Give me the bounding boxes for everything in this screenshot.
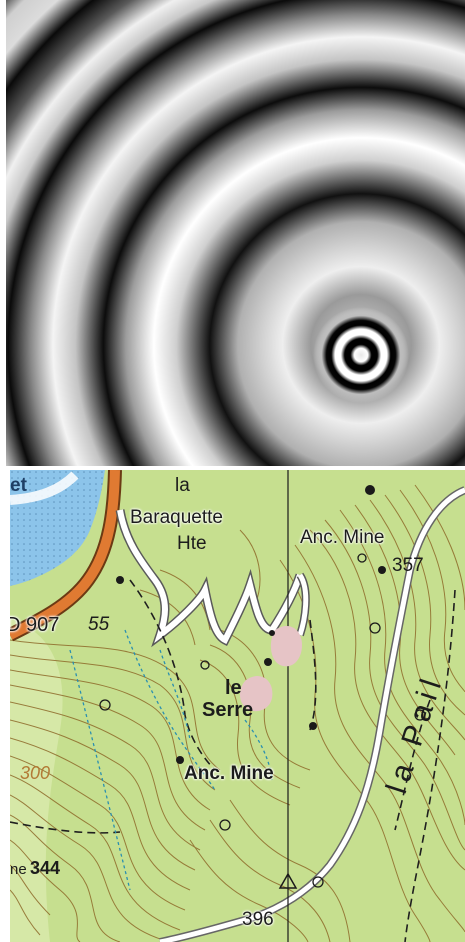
map-dots <box>116 485 386 764</box>
streams <box>69 629 273 891</box>
topographic-map-image: la Baraquette Hte Anc. Mine 357 et D 907… <box>10 470 465 942</box>
map-graphic <box>10 470 465 942</box>
label-contour-300: 300 <box>20 763 51 783</box>
interference-rings-image <box>6 0 465 466</box>
rock-outcrop <box>270 625 302 667</box>
label-hte: Hte <box>177 533 207 554</box>
outer-rings <box>6 0 465 466</box>
label-road-d907: D 907 <box>10 614 60 636</box>
label-road-55: 55 <box>88 614 110 635</box>
serre-rock <box>240 676 273 712</box>
rings-graphic <box>6 0 465 466</box>
road-d907 <box>10 470 120 640</box>
right-road <box>159 487 465 942</box>
inner-ring-target <box>313 307 409 403</box>
label-serre: Serre <box>202 699 254 721</box>
label-elev-396: 396 <box>242 909 274 930</box>
label-la: la <box>175 475 190 496</box>
light-vegetation <box>10 620 63 942</box>
label-ne-prefix: ne <box>10 861 27 878</box>
label-elev-357: 357 <box>392 555 424 576</box>
map-symbols <box>99 553 426 888</box>
label-anc-mine-mid: Anc. Mine <box>184 763 274 784</box>
label-et: et <box>10 475 27 496</box>
label-baraquette: Baraquette <box>130 507 223 528</box>
contour-lines <box>10 484 465 942</box>
switchback-trail <box>115 509 310 648</box>
label-anc-mine-top: Anc. Mine <box>300 527 385 548</box>
riverbank-sand <box>10 471 79 505</box>
label-elev-344: 344 <box>30 858 61 878</box>
survey-triangle <box>278 872 298 889</box>
label-le: le <box>225 677 242 699</box>
